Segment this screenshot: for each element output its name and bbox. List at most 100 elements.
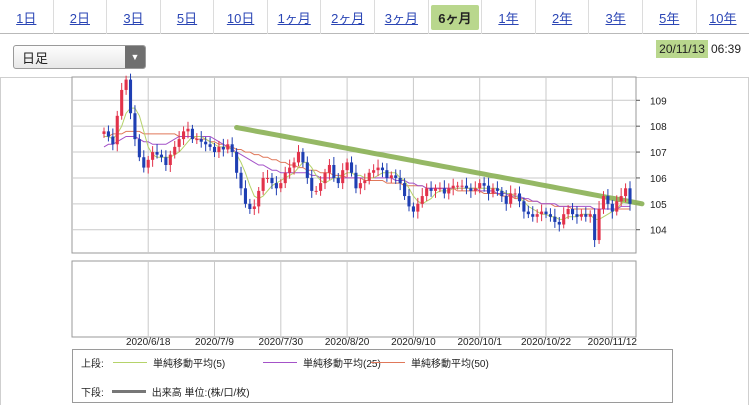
candle-body	[420, 196, 424, 204]
candle-body	[544, 211, 548, 215]
candle-body	[376, 167, 380, 171]
legend-upper-label: 上段:	[81, 359, 104, 370]
period-tabs: 1日 2日 3日 5日 10日 1ヶ月 2ヶ月 3ヶ月 6ヶ月 1年 2年 3年 5年 10年	[0, 0, 749, 34]
candle-body	[257, 190, 261, 207]
candle-body	[385, 170, 389, 178]
tab-4[interactable]: 10日	[214, 0, 268, 34]
legend-label-ma25: 単純移動平均(25)	[303, 359, 381, 370]
candle-body	[301, 152, 305, 163]
price-panel	[71, 76, 637, 254]
candle-body	[177, 139, 181, 147]
candle-body	[151, 152, 155, 160]
tab-1[interactable]: 2日	[54, 0, 108, 34]
candle-body	[120, 89, 124, 116]
tab-label: 6ヶ月	[431, 4, 479, 30]
candle-body	[270, 177, 274, 184]
candle-body	[593, 214, 597, 241]
candle-body	[128, 79, 133, 114]
tab-7[interactable]: 3ヶ月	[375, 0, 429, 34]
legend-upper-row: 上段:	[81, 355, 112, 370]
tab-label: 3年	[605, 10, 626, 26]
candle-body	[288, 167, 292, 173]
candle-body	[124, 79, 128, 90]
tab-6[interactable]: 2ヶ月	[321, 0, 376, 34]
candle-body	[425, 188, 429, 197]
candle-body	[292, 162, 296, 168]
legend-swatch-ma50	[371, 362, 405, 363]
x-tick-label: 2020/6/18	[126, 337, 171, 348]
candle-body	[553, 216, 557, 222]
y-tick-label: 108	[650, 122, 667, 133]
candle-body	[535, 214, 539, 217]
candle-body	[451, 185, 455, 189]
candle-body	[531, 214, 535, 217]
tab-5[interactable]: 1ヶ月	[268, 0, 322, 34]
candle-body	[548, 214, 552, 217]
tab-label: 2年	[551, 10, 573, 26]
y-tick-label: 104	[650, 226, 667, 237]
legend-item-ma25: 単純移動平均(25)	[263, 355, 381, 370]
candle-body	[199, 139, 203, 142]
tab-label: 5日	[176, 10, 198, 26]
candle-body	[372, 170, 376, 173]
candle-body	[305, 162, 309, 178]
candle-body	[354, 172, 358, 189]
candle-body	[349, 162, 354, 173]
x-tick-label: 2020/7/9	[195, 337, 234, 348]
tab-12[interactable]: 5年	[643, 0, 697, 34]
candle-body	[341, 170, 345, 184]
tab-label: 10日	[226, 10, 255, 26]
tab-label: 5年	[659, 10, 680, 26]
tab-11[interactable]: 3年	[589, 0, 643, 34]
candle-body	[500, 190, 504, 197]
candle-body	[155, 152, 159, 155]
candle-body	[380, 167, 385, 171]
candle-body	[252, 206, 256, 209]
tab-3[interactable]: 5日	[161, 0, 215, 34]
x-tick-label: 2020/8/20	[325, 337, 370, 348]
candle-body	[416, 203, 420, 212]
candle-body	[610, 203, 614, 212]
legend-swatch-ma25	[263, 362, 297, 363]
candle-body	[487, 185, 491, 194]
candle-body	[557, 221, 561, 225]
candle-body	[584, 214, 588, 217]
tab-10[interactable]: 2年	[536, 0, 590, 34]
candle-body	[447, 188, 451, 194]
candle-body	[226, 144, 230, 150]
tab-0[interactable]: 1日	[0, 0, 54, 34]
legend-label-ma50: 単純移動平均(50)	[411, 359, 489, 370]
candle-body	[314, 190, 318, 192]
candle-body	[106, 131, 110, 137]
candle-body	[438, 188, 442, 190]
tab-8[interactable]: 6ヶ月	[429, 0, 483, 34]
tab-label: 3日	[123, 10, 144, 26]
tab-label: 1ヶ月	[277, 10, 311, 26]
tab-9[interactable]: 1年	[482, 0, 536, 34]
period-select[interactable]: 日足 ▼	[13, 45, 146, 69]
candle-body	[407, 196, 411, 207]
candle-body	[619, 196, 623, 202]
timestamp: 20/11/13 06:39	[656, 40, 741, 58]
candle-body	[142, 157, 146, 168]
candle-body	[235, 152, 239, 173]
candle-body	[296, 152, 301, 163]
candle-body	[336, 177, 340, 184]
candle-body	[562, 214, 566, 225]
timestamp-time: 06:39	[710, 42, 741, 56]
candle-body	[411, 206, 415, 212]
candle-body	[566, 209, 570, 215]
legend-lower-label: 下段:	[81, 388, 104, 399]
candle-body	[442, 188, 446, 194]
candle-body	[261, 177, 265, 191]
candle-body	[469, 188, 473, 191]
tab-2[interactable]: 3日	[107, 0, 161, 34]
candle-body	[540, 211, 544, 215]
candle-body	[102, 131, 106, 134]
candle-body	[283, 172, 287, 184]
tab-13[interactable]: 10年	[697, 0, 749, 34]
legend-swatch-volume	[111, 390, 146, 393]
candle-body	[265, 177, 270, 179]
candle-body	[327, 165, 331, 173]
candle-body	[168, 154, 172, 165]
